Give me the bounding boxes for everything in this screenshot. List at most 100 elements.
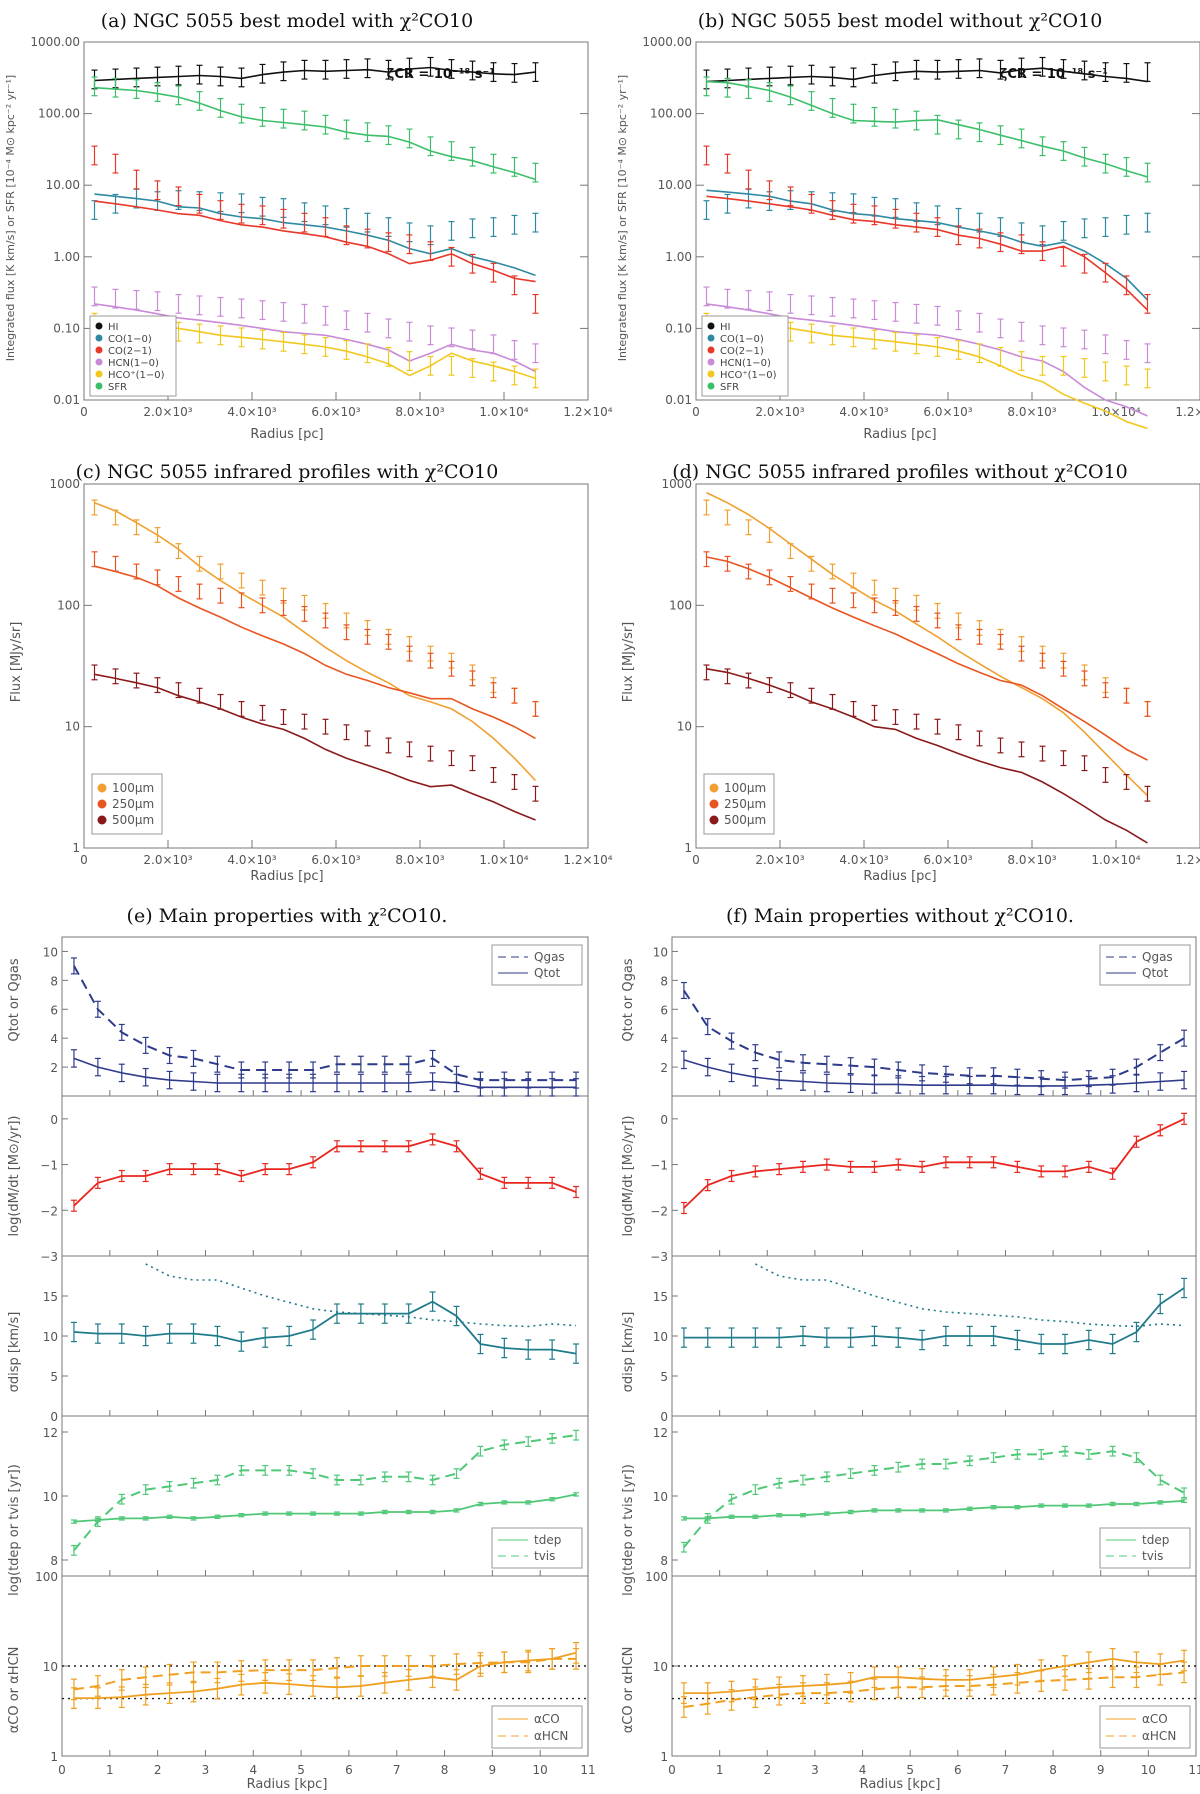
xticklabel-a-3: 6.0×10³ bbox=[311, 405, 360, 419]
xticklabel-f-9: 9 bbox=[1097, 1763, 1105, 1777]
yticklabel-f-alpha-2: 1 bbox=[660, 1750, 668, 1764]
legend-label-e-Qtot: Qtot bbox=[534, 966, 560, 980]
xlabel-e: Radius [kpc] bbox=[247, 1777, 328, 1792]
yticklabel-f-sigma-0: 15 bbox=[653, 1290, 668, 1304]
series-f-Qgas-line bbox=[683, 989, 1185, 1082]
legend-marker-a-5 bbox=[95, 382, 103, 390]
xticklabel-f-11: 11 bbox=[1188, 1763, 1200, 1777]
yticklabel-a-2: 10.00 bbox=[46, 178, 80, 192]
legend-box-e-Q bbox=[491, 944, 583, 986]
yticklabel-d-0: 1000 bbox=[661, 477, 692, 491]
legend-label-a-0: HI bbox=[108, 322, 118, 333]
yticklabel-c-0: 1000 bbox=[49, 477, 80, 491]
legend-marker-b-1 bbox=[707, 334, 715, 342]
legend-label-a-3: HCN(1−0) bbox=[108, 358, 159, 369]
legend-label-b-0: HI bbox=[720, 322, 730, 333]
yticklabel-a-1: 100.00 bbox=[38, 107, 80, 121]
yticklabel-f-Q-0: 10 bbox=[653, 945, 668, 959]
xticklabel-c-6: 1.2×10⁴ bbox=[563, 853, 612, 867]
series-d-ir1-model-line bbox=[706, 556, 1148, 761]
legend-label-f-aHCN: αHCN bbox=[1142, 1729, 1176, 1743]
legend-marker-b-4 bbox=[707, 370, 715, 378]
series-c-ir2-model-line bbox=[94, 673, 536, 821]
xticklabel-f-2: 2 bbox=[763, 1763, 771, 1777]
series-e-Qtot-line bbox=[73, 1057, 576, 1089]
yticklabel-e-alpha-1: 10 bbox=[43, 1660, 58, 1674]
ylabel-e-sigma: σdisp [km/s] bbox=[7, 1312, 22, 1393]
yticklabel-f-sigma-2: 5 bbox=[660, 1370, 668, 1384]
yticklabel-e-sigma-1: 10 bbox=[43, 1330, 58, 1344]
legend-marker-b-3 bbox=[707, 358, 715, 366]
yticklabel-f-sigma-1: 10 bbox=[653, 1330, 668, 1344]
xticklabel-e-6: 6 bbox=[345, 1763, 353, 1777]
xticklabel-f-0: 0 bbox=[668, 1763, 676, 1777]
xticklabel-e-4: 4 bbox=[249, 1763, 257, 1777]
xticklabel-c-4: 8.0×10³ bbox=[395, 853, 444, 867]
yticklabel-e-alpha-2: 1 bbox=[50, 1750, 58, 1764]
xticklabel-f-7: 7 bbox=[1002, 1763, 1010, 1777]
xticklabel-a-5: 1.0×10⁴ bbox=[479, 405, 528, 419]
xticklabel-f-6: 6 bbox=[954, 1763, 962, 1777]
yticklabel-b-2: 10.00 bbox=[658, 178, 692, 192]
legend-marker-a-3 bbox=[95, 358, 103, 366]
ylabel-a: Integrated flux [K km/s] or SFR [10⁻⁴ M⊙… bbox=[4, 75, 17, 361]
yticklabel-e-Q-4: 2 bbox=[50, 1061, 58, 1075]
ylabel-c: Flux [MJy/sr] bbox=[9, 622, 24, 703]
legend-label-e-Qgas: Qgas bbox=[534, 950, 565, 964]
legend-box-b bbox=[701, 315, 789, 397]
series-e-dmdt-line bbox=[73, 1138, 577, 1207]
xlabel-b: Radius [pc] bbox=[863, 427, 936, 442]
series-f-Qtot-line bbox=[683, 1059, 1185, 1087]
yticklabel-e-alpha-0: 100 bbox=[35, 1570, 58, 1584]
legend-marker-c-1 bbox=[97, 799, 107, 809]
yticklabel-f-alpha-0: 100 bbox=[645, 1570, 668, 1584]
legend-label-b-3: HCN(1−0) bbox=[720, 358, 771, 369]
yticklabel-e-sigma-2: 5 bbox=[50, 1370, 58, 1384]
xticklabel-f-4: 4 bbox=[859, 1763, 867, 1777]
yticklabel-b-3: 1.00 bbox=[665, 250, 692, 264]
xticklabel-e-0: 0 bbox=[58, 1763, 66, 1777]
xticklabel-c-2: 4.0×10³ bbox=[227, 853, 276, 867]
series-f-sigma-line bbox=[683, 1287, 1185, 1345]
legend-label-d-0: 100μm bbox=[724, 781, 766, 795]
xticklabel-c-5: 1.0×10⁴ bbox=[479, 853, 528, 867]
title-panel-f: (f) Main properties without χ²CO10. bbox=[726, 905, 1074, 927]
xticklabel-e-5: 5 bbox=[297, 1763, 305, 1777]
xlabel-a: Radius [pc] bbox=[250, 427, 323, 442]
ylabel-e-q: Qtot or Qgas bbox=[7, 958, 22, 1041]
series-b-HI-model-line bbox=[706, 67, 1148, 83]
yticklabel-c-2: 10 bbox=[65, 720, 80, 734]
yticklabel-e-sigma-3: 0 bbox=[50, 1410, 58, 1424]
legend-label-e-tvis: tvis bbox=[534, 1549, 555, 1563]
legend-marker-a-1 bbox=[95, 334, 103, 342]
series-e-tdep-line bbox=[73, 1493, 577, 1523]
series-a-CO21-model-line bbox=[94, 200, 536, 283]
legend-label-b-1: CO(1−0) bbox=[720, 334, 764, 345]
legend-marker-d-0 bbox=[709, 783, 719, 793]
ylabel-f-q: Qtot or Qgas bbox=[621, 958, 636, 1041]
legend-box-f-alpha bbox=[1099, 1705, 1191, 1749]
xticklabel-f-3: 3 bbox=[811, 1763, 819, 1777]
xticklabel-b-0: 0 bbox=[692, 405, 700, 419]
xlabel-c: Radius [pc] bbox=[250, 869, 323, 884]
ylabel-e-t: log(tdep or tvis [yr]) bbox=[7, 1464, 22, 1596]
legend-label-a-2: CO(2−1) bbox=[108, 346, 152, 357]
yticklabel-e-Q-0: 10 bbox=[43, 945, 58, 959]
xticklabel-a-0: 0 bbox=[80, 405, 88, 419]
xticklabel-d-2: 4.0×10³ bbox=[839, 853, 888, 867]
legend-label-f-Qgas: Qgas bbox=[1142, 950, 1173, 964]
legend-label-f-tdep: tdep bbox=[1142, 1533, 1169, 1547]
series-f-tvis-line bbox=[683, 1450, 1185, 1548]
yticklabel-f-t-2: 8 bbox=[660, 1554, 668, 1568]
yticklabel-f-t-1: 10 bbox=[653, 1490, 668, 1504]
legend-box-a bbox=[89, 315, 177, 397]
series-c-ir0-model-line bbox=[94, 502, 537, 782]
series-d-ir2-model-line bbox=[706, 668, 1148, 844]
legend-box-e-t bbox=[491, 1527, 583, 1569]
legend-box-f-t bbox=[1099, 1527, 1191, 1569]
yticklabel-f-dmdt-0: 0 bbox=[660, 1113, 668, 1127]
xticklabel-e-3: 3 bbox=[202, 1763, 210, 1777]
legend-marker-a-0 bbox=[95, 322, 103, 330]
series-c-ir1-model-line bbox=[94, 565, 536, 740]
